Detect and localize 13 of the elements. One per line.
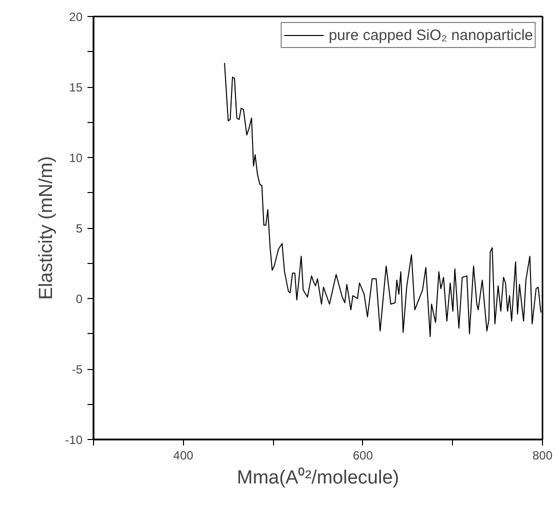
x-tick-label: 400 bbox=[173, 448, 194, 462]
y-tick-label: 20 bbox=[69, 10, 83, 24]
x-tick-label: 600 bbox=[352, 448, 374, 462]
y-tick-label: 15 bbox=[69, 80, 83, 94]
y-axis-title: Elasticity (mN/m) bbox=[36, 156, 58, 300]
x-axis-title: Mma(A⁰²/molecule) bbox=[236, 466, 400, 488]
y-tick-label: 10 bbox=[69, 151, 83, 165]
x-tick-label: 800 bbox=[532, 448, 553, 462]
legend-label: pure capped SiO₂ nanoparticle bbox=[328, 26, 533, 44]
y-tick-label: -5 bbox=[72, 362, 83, 376]
y-tick-label: -10 bbox=[65, 433, 83, 447]
y-tick-label: 0 bbox=[76, 292, 83, 306]
y-tick-label: 5 bbox=[76, 222, 83, 236]
